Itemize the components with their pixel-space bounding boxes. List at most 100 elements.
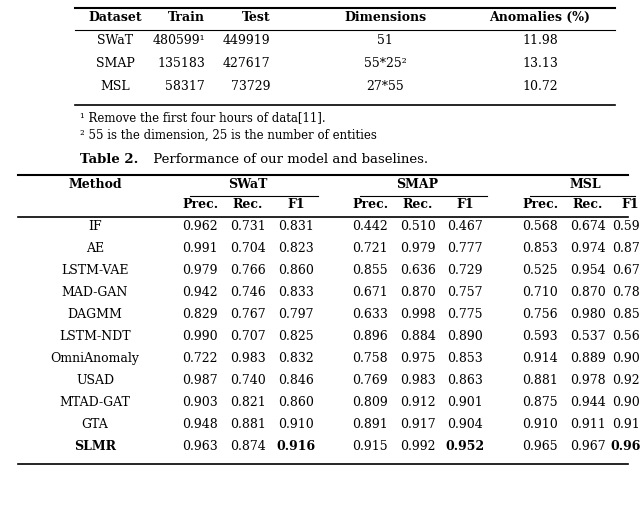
- Text: 0.979: 0.979: [400, 242, 436, 255]
- Text: 0.992: 0.992: [400, 440, 436, 453]
- Text: 73729: 73729: [230, 80, 270, 93]
- Text: 0.975: 0.975: [400, 352, 436, 365]
- Text: 0.769: 0.769: [352, 374, 388, 387]
- Text: 0.777: 0.777: [447, 242, 483, 255]
- Text: 51: 51: [377, 34, 393, 47]
- Text: Performance of our model and baselines.: Performance of our model and baselines.: [149, 153, 428, 166]
- Text: 0.875: 0.875: [522, 396, 558, 409]
- Text: 0.633: 0.633: [352, 308, 388, 321]
- Text: 0.983: 0.983: [400, 374, 436, 387]
- Text: GTA: GTA: [82, 418, 108, 431]
- Text: 0.853: 0.853: [612, 308, 640, 321]
- Text: 0.980: 0.980: [570, 308, 606, 321]
- Text: 0.746: 0.746: [230, 286, 266, 299]
- Text: 0.729: 0.729: [447, 264, 483, 277]
- Text: 0.860: 0.860: [278, 264, 314, 277]
- Text: Prec.: Prec.: [522, 198, 558, 211]
- Text: 0.833: 0.833: [278, 286, 314, 299]
- Text: 0.911: 0.911: [612, 418, 640, 431]
- Text: 0.991: 0.991: [182, 242, 218, 255]
- Text: 0.908: 0.908: [612, 396, 640, 409]
- Text: Prec.: Prec.: [352, 198, 388, 211]
- Text: Dimensions: Dimensions: [344, 11, 426, 24]
- Text: 0.758: 0.758: [352, 352, 388, 365]
- Text: 0.910: 0.910: [522, 418, 558, 431]
- Text: 0.467: 0.467: [447, 220, 483, 233]
- Text: 0.740: 0.740: [230, 374, 266, 387]
- Text: IF: IF: [88, 220, 102, 233]
- Text: 0.510: 0.510: [400, 220, 436, 233]
- Text: 0.846: 0.846: [278, 374, 314, 387]
- Text: 0.707: 0.707: [230, 330, 266, 343]
- Text: LSTM-VAE: LSTM-VAE: [61, 264, 129, 277]
- Text: 0.891: 0.891: [352, 418, 388, 431]
- Text: 0.944: 0.944: [570, 396, 606, 409]
- Text: SLMR: SLMR: [74, 440, 116, 453]
- Text: 13.13: 13.13: [522, 57, 558, 70]
- Text: Rec.: Rec.: [233, 198, 263, 211]
- Text: 0.636: 0.636: [400, 264, 436, 277]
- Text: ¹ Remove the first four hours of data[11].: ¹ Remove the first four hours of data[11…: [80, 111, 326, 124]
- Text: 0.890: 0.890: [447, 330, 483, 343]
- Text: 0.889: 0.889: [570, 352, 606, 365]
- Text: 0.525: 0.525: [522, 264, 557, 277]
- Text: 0.757: 0.757: [447, 286, 483, 299]
- Text: 0.910: 0.910: [278, 418, 314, 431]
- Text: 11.98: 11.98: [522, 34, 558, 47]
- Text: 0.879: 0.879: [612, 242, 640, 255]
- Text: 135183: 135183: [157, 57, 205, 70]
- Text: LSTM-NDT: LSTM-NDT: [59, 330, 131, 343]
- Text: 0.731: 0.731: [230, 220, 266, 233]
- Text: 0.954: 0.954: [570, 264, 606, 277]
- Text: 0.782: 0.782: [612, 286, 640, 299]
- Text: 27*55: 27*55: [366, 80, 404, 93]
- Text: 0.832: 0.832: [278, 352, 314, 365]
- Text: 0.896: 0.896: [352, 330, 388, 343]
- Text: 0.829: 0.829: [182, 308, 218, 321]
- Text: 0.966: 0.966: [611, 440, 640, 453]
- Text: 0.775: 0.775: [447, 308, 483, 321]
- Text: 0.442: 0.442: [352, 220, 388, 233]
- Text: MSL: MSL: [569, 178, 601, 191]
- Text: 0.855: 0.855: [352, 264, 388, 277]
- Text: 0.809: 0.809: [352, 396, 388, 409]
- Text: 0.870: 0.870: [400, 286, 436, 299]
- Text: 55*25²: 55*25²: [364, 57, 406, 70]
- Text: 0.942: 0.942: [182, 286, 218, 299]
- Text: 0.904: 0.904: [447, 418, 483, 431]
- Text: OmniAnomaly: OmniAnomaly: [51, 352, 140, 365]
- Text: SWaT: SWaT: [228, 178, 268, 191]
- Text: 0.860: 0.860: [278, 396, 314, 409]
- Text: 0.674: 0.674: [570, 220, 606, 233]
- Text: 0.766: 0.766: [230, 264, 266, 277]
- Text: 0.704: 0.704: [230, 242, 266, 255]
- Text: ² 55 is the dimension, 25 is the number of entities: ² 55 is the dimension, 25 is the number …: [80, 129, 377, 142]
- Text: 0.721: 0.721: [352, 242, 388, 255]
- Text: 0.710: 0.710: [522, 286, 558, 299]
- Text: 0.670: 0.670: [612, 264, 640, 277]
- Text: Test: Test: [241, 11, 270, 24]
- Text: Anomalies (%): Anomalies (%): [490, 11, 591, 24]
- Text: 0.948: 0.948: [182, 418, 218, 431]
- Text: 0.853: 0.853: [522, 242, 558, 255]
- Text: 0.821: 0.821: [230, 396, 266, 409]
- Text: 0.952: 0.952: [445, 440, 484, 453]
- Text: 0.874: 0.874: [230, 440, 266, 453]
- Text: 10.72: 10.72: [522, 80, 558, 93]
- Text: 0.927: 0.927: [612, 374, 640, 387]
- Text: 0.965: 0.965: [522, 440, 558, 453]
- Text: 0.901: 0.901: [612, 352, 640, 365]
- Text: 0.983: 0.983: [230, 352, 266, 365]
- Text: AE: AE: [86, 242, 104, 255]
- Text: 0.979: 0.979: [182, 264, 218, 277]
- Text: 0.831: 0.831: [278, 220, 314, 233]
- Text: 0.916: 0.916: [276, 440, 316, 453]
- Text: Dataset: Dataset: [88, 11, 142, 24]
- Text: SMAP: SMAP: [95, 57, 134, 70]
- Text: 427617: 427617: [222, 57, 270, 70]
- Text: 449919: 449919: [222, 34, 270, 47]
- Text: 0.912: 0.912: [400, 396, 436, 409]
- Text: Train: Train: [168, 11, 205, 24]
- Text: USAD: USAD: [76, 374, 114, 387]
- Text: 480599¹: 480599¹: [152, 34, 205, 47]
